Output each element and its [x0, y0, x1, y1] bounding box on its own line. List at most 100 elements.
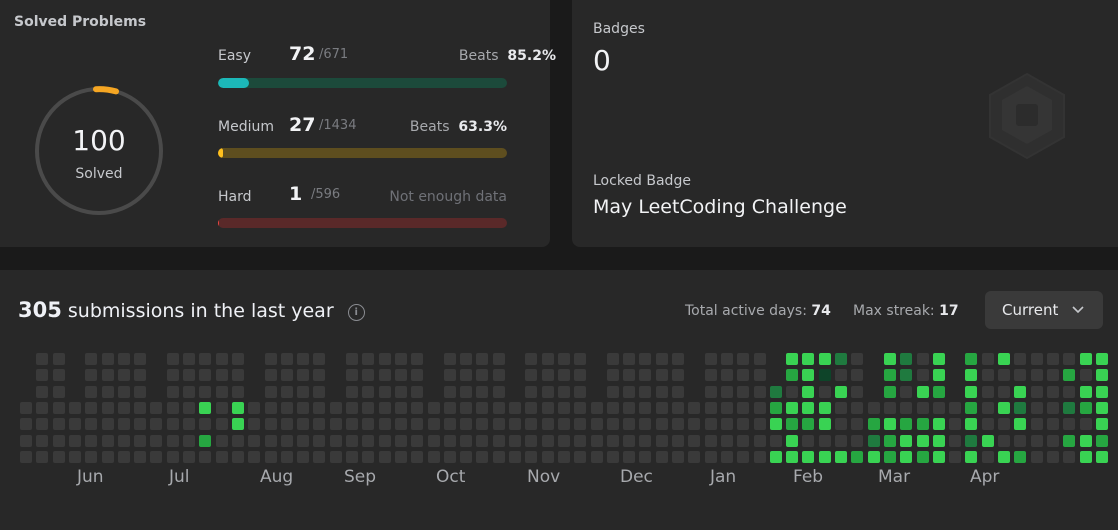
- heatmap-cell[interactable]: [280, 385, 293, 398]
- heatmap-cell[interactable]: [688, 434, 701, 447]
- heatmap-cell[interactable]: [85, 353, 98, 365]
- heatmap-cell[interactable]: [786, 369, 799, 382]
- heatmap-cell[interactable]: [1063, 369, 1076, 382]
- heatmap-cell[interactable]: [476, 434, 489, 447]
- heatmap-cell[interactable]: [541, 353, 554, 365]
- heatmap-cell[interactable]: [981, 418, 994, 431]
- heatmap-cell[interactable]: [802, 401, 815, 414]
- heatmap-cell[interactable]: [851, 401, 864, 414]
- heatmap-cell[interactable]: [183, 369, 195, 382]
- heatmap-cell[interactable]: [264, 385, 277, 398]
- heatmap-cell[interactable]: [134, 418, 147, 431]
- heatmap-cell[interactable]: [1030, 353, 1043, 365]
- heatmap-cell[interactable]: [753, 353, 766, 365]
- heatmap-cell[interactable]: [835, 434, 847, 447]
- heatmap-cell[interactable]: [916, 369, 929, 382]
- heatmap-cell[interactable]: [525, 434, 538, 447]
- heatmap-cell[interactable]: [557, 450, 570, 463]
- heatmap-cell[interactable]: [623, 418, 636, 431]
- heatmap-cell[interactable]: [623, 450, 636, 463]
- heatmap-cell[interactable]: [639, 401, 652, 414]
- heatmap-cell[interactable]: [264, 418, 277, 431]
- heatmap-cell[interactable]: [1030, 401, 1043, 414]
- heatmap-cell[interactable]: [117, 353, 130, 365]
- heatmap-cell[interactable]: [183, 450, 195, 463]
- heatmap-cell[interactable]: [20, 401, 32, 414]
- heatmap-cell[interactable]: [166, 385, 179, 398]
- heatmap-cell[interactable]: [998, 450, 1010, 463]
- heatmap-cell[interactable]: [476, 385, 489, 398]
- heatmap-cell[interactable]: [981, 369, 994, 382]
- heatmap-cell[interactable]: [932, 353, 945, 365]
- heatmap-cell[interactable]: [704, 385, 717, 398]
- heatmap-cell[interactable]: [313, 434, 326, 447]
- heatmap-cell[interactable]: [394, 418, 407, 431]
- heatmap-cell[interactable]: [231, 353, 244, 365]
- heatmap-cell[interactable]: [1095, 401, 1108, 414]
- heatmap-cell[interactable]: [769, 401, 782, 414]
- heatmap-cell[interactable]: [900, 401, 913, 414]
- heatmap-cell[interactable]: [1095, 353, 1108, 365]
- heatmap-cell[interactable]: [36, 385, 49, 398]
- heatmap-cell[interactable]: [215, 434, 228, 447]
- heatmap-cell[interactable]: [949, 401, 962, 414]
- heatmap-cell[interactable]: [313, 450, 326, 463]
- heatmap-cell[interactable]: [492, 450, 505, 463]
- heatmap-cell[interactable]: [998, 385, 1010, 398]
- heatmap-cell[interactable]: [932, 369, 945, 382]
- heatmap-cell[interactable]: [737, 353, 750, 365]
- heatmap-cell[interactable]: [476, 401, 489, 414]
- heatmap-cell[interactable]: [166, 434, 179, 447]
- heatmap-cell[interactable]: [411, 434, 424, 447]
- heatmap-cell[interactable]: [737, 369, 750, 382]
- heatmap-cell[interactable]: [166, 369, 179, 382]
- heatmap-cell[interactable]: [851, 385, 864, 398]
- heatmap-cell[interactable]: [378, 385, 391, 398]
- heatmap-cell[interactable]: [786, 418, 799, 431]
- heatmap-cell[interactable]: [166, 450, 179, 463]
- heatmap-cell[interactable]: [52, 418, 65, 431]
- heatmap-cell[interactable]: [378, 418, 391, 431]
- heatmap-cell[interactable]: [769, 450, 782, 463]
- heatmap-cell[interactable]: [557, 434, 570, 447]
- heatmap-cell[interactable]: [297, 401, 310, 414]
- heatmap-cell[interactable]: [916, 418, 929, 431]
- heatmap-cell[interactable]: [704, 434, 717, 447]
- heatmap-cell[interactable]: [346, 401, 358, 414]
- heatmap-cell[interactable]: [623, 385, 636, 398]
- heatmap-cell[interactable]: [639, 353, 652, 365]
- heatmap-cell[interactable]: [835, 401, 847, 414]
- heatmap-cell[interactable]: [525, 385, 538, 398]
- heatmap-cell[interactable]: [460, 434, 473, 447]
- heatmap-cell[interactable]: [965, 353, 978, 365]
- heatmap-cell[interactable]: [606, 369, 619, 382]
- heatmap-cell[interactable]: [883, 353, 896, 365]
- heatmap-cell[interactable]: [378, 434, 391, 447]
- heatmap-cell[interactable]: [672, 401, 684, 414]
- heatmap-cell[interactable]: [231, 418, 244, 431]
- heatmap-cell[interactable]: [476, 450, 489, 463]
- heatmap-cell[interactable]: [346, 450, 358, 463]
- heatmap-cell[interactable]: [492, 353, 505, 365]
- heatmap-cell[interactable]: [443, 369, 456, 382]
- heatmap-cell[interactable]: [1030, 418, 1043, 431]
- heatmap-cell[interactable]: [1046, 434, 1059, 447]
- heatmap-cell[interactable]: [52, 401, 65, 414]
- heatmap-cell[interactable]: [215, 450, 228, 463]
- heatmap-cell[interactable]: [411, 353, 424, 365]
- heatmap-cell[interactable]: [101, 369, 114, 382]
- heatmap-cell[interactable]: [183, 434, 195, 447]
- heatmap-cell[interactable]: [199, 369, 212, 382]
- heatmap-cell[interactable]: [786, 385, 799, 398]
- heatmap-cell[interactable]: [753, 450, 766, 463]
- heatmap-cell[interactable]: [52, 385, 65, 398]
- heatmap-cell[interactable]: [1046, 418, 1059, 431]
- heatmap-cell[interactable]: [672, 450, 684, 463]
- heatmap-cell[interactable]: [117, 385, 130, 398]
- heatmap-cell[interactable]: [818, 385, 831, 398]
- heatmap-cell[interactable]: [297, 418, 310, 431]
- heatmap-cell[interactable]: [36, 401, 49, 414]
- heatmap-cell[interactable]: [835, 369, 847, 382]
- heatmap-cell[interactable]: [492, 369, 505, 382]
- heatmap-cell[interactable]: [720, 418, 733, 431]
